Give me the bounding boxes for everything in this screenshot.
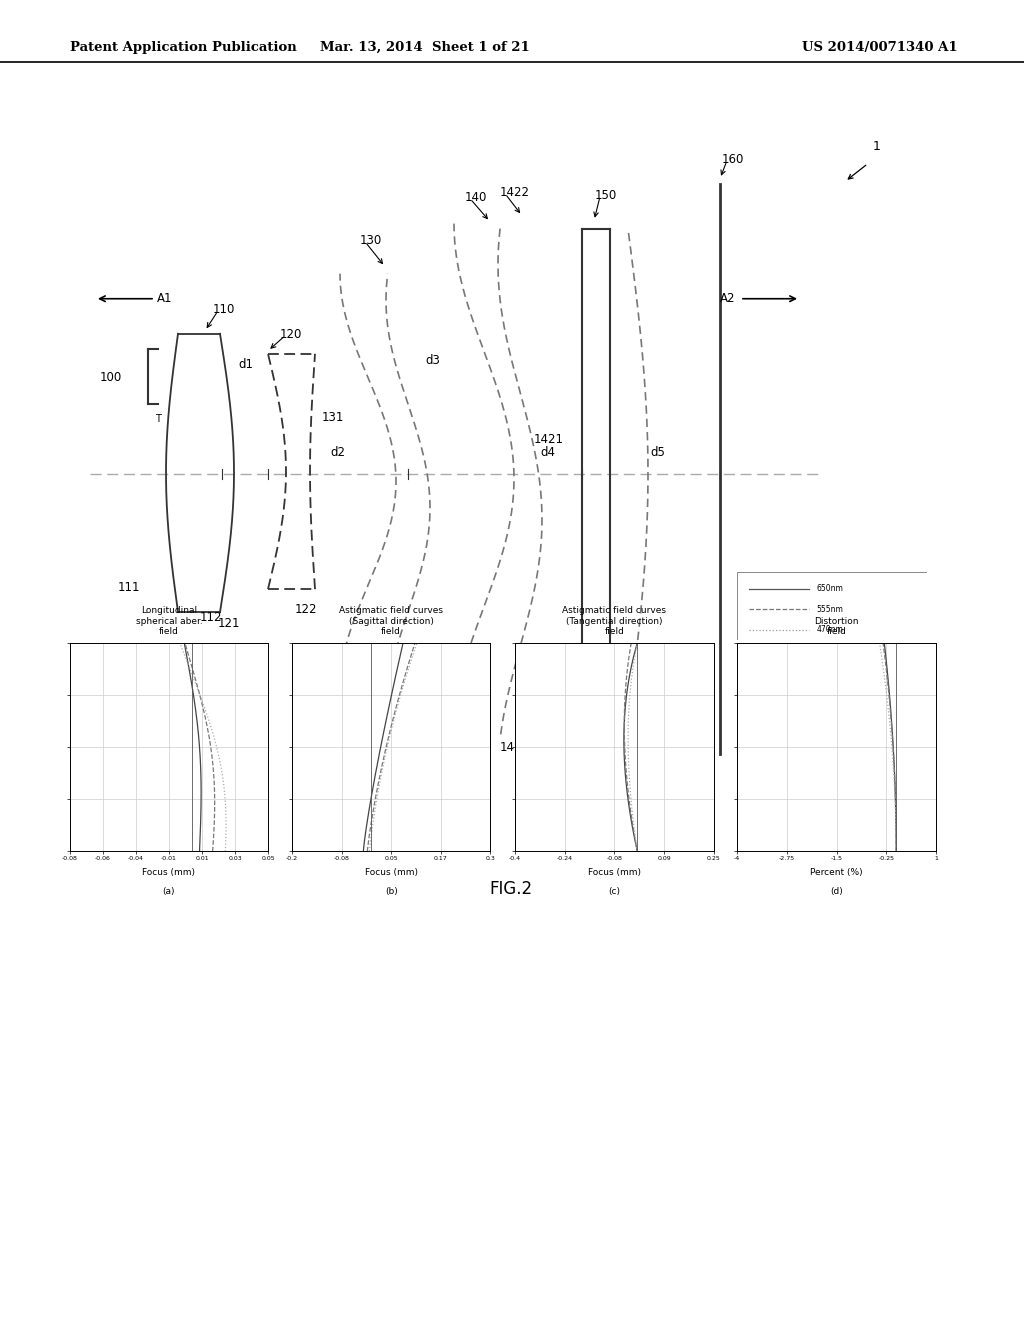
Text: 1422: 1422 xyxy=(500,186,530,198)
Text: FIG.2: FIG.2 xyxy=(489,879,532,898)
Text: Distortion
field: Distortion field xyxy=(814,616,859,636)
Text: 100: 100 xyxy=(100,371,122,384)
Text: d5: d5 xyxy=(650,446,665,459)
Text: 130: 130 xyxy=(360,234,382,247)
Text: A1: A1 xyxy=(157,292,172,305)
Text: FIG.1: FIG.1 xyxy=(327,791,374,808)
Text: 470nm: 470nm xyxy=(817,626,844,635)
Text: 111: 111 xyxy=(118,581,140,594)
Text: (c): (c) xyxy=(608,887,621,896)
Text: T: T xyxy=(155,414,161,424)
Text: 112: 112 xyxy=(200,611,222,624)
Text: Focus (mm): Focus (mm) xyxy=(365,869,418,878)
Text: (d): (d) xyxy=(830,887,843,896)
Text: 1421: 1421 xyxy=(534,433,564,446)
Text: US 2014/0071340 A1: US 2014/0071340 A1 xyxy=(802,41,957,54)
Text: 142: 142 xyxy=(500,742,522,755)
Text: 110: 110 xyxy=(213,302,236,315)
Text: (b): (b) xyxy=(385,887,397,896)
Text: 140: 140 xyxy=(465,190,487,203)
Text: 650nm: 650nm xyxy=(817,585,844,593)
Text: Percent (%): Percent (%) xyxy=(810,869,863,878)
Text: Mar. 13, 2014  Sheet 1 of 21: Mar. 13, 2014 Sheet 1 of 21 xyxy=(321,41,529,54)
Text: 122: 122 xyxy=(295,603,317,616)
Text: d2: d2 xyxy=(330,446,345,459)
Text: 121: 121 xyxy=(218,618,241,630)
Text: 160: 160 xyxy=(722,153,744,165)
Text: 131: 131 xyxy=(322,411,344,424)
Text: 555nm: 555nm xyxy=(817,605,844,614)
Text: Focus (mm): Focus (mm) xyxy=(588,869,641,878)
Text: 151: 151 xyxy=(555,735,578,748)
Text: 152: 152 xyxy=(615,739,637,752)
Text: d4: d4 xyxy=(540,446,555,459)
Text: Astigmatic field curves
(Sagittal direction)
field: Astigmatic field curves (Sagittal direct… xyxy=(339,606,443,636)
Text: d1: d1 xyxy=(238,358,253,371)
Text: (a): (a) xyxy=(163,887,175,896)
Text: Longitudinal
spherical aber.
field: Longitudinal spherical aber. field xyxy=(135,606,203,636)
Text: 150: 150 xyxy=(595,189,617,202)
Text: Focus (mm): Focus (mm) xyxy=(142,869,196,878)
Text: 132: 132 xyxy=(385,649,408,663)
Text: 120: 120 xyxy=(280,327,302,341)
Text: 141: 141 xyxy=(440,673,463,686)
Text: A2: A2 xyxy=(720,292,735,305)
Text: Astigmatic field curves
(Tangential direction)
field: Astigmatic field curves (Tangential dire… xyxy=(562,606,667,636)
Text: 1: 1 xyxy=(873,140,881,153)
Text: d3: d3 xyxy=(425,354,440,367)
Text: Patent Application Publication: Patent Application Publication xyxy=(70,41,296,54)
